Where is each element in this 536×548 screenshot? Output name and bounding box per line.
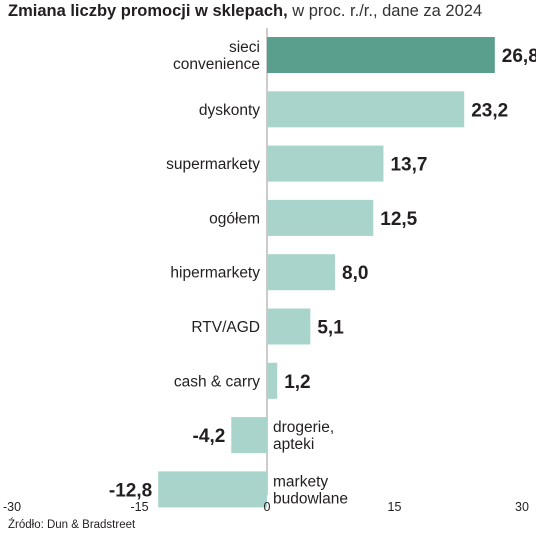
bar-0: [267, 37, 495, 73]
category-label-6: cash & carry: [174, 373, 260, 390]
category-label-line: apteki: [273, 436, 314, 453]
value-label-0: 26,8: [502, 46, 536, 67]
category-label-line: drogerie,: [273, 419, 334, 436]
category-label-8: markety budowlane: [273, 473, 348, 507]
bar-6: [267, 362, 278, 399]
bar-2: [267, 145, 384, 182]
x-tick-label-1: -15: [130, 500, 148, 514]
category-label-line: cash & carry: [174, 373, 260, 390]
x-tick-label-3: 15: [388, 500, 402, 514]
category-label-line: sieci: [229, 39, 260, 56]
bar-1: [267, 91, 465, 128]
x-tick-label-0: -30: [3, 500, 21, 514]
value-label-5: 5,1: [317, 318, 344, 339]
bar-5: [267, 308, 311, 345]
chart-title-subtitle: w proc. r./r., dane za 2024: [287, 2, 483, 20]
value-label-6: 1,2: [284, 372, 310, 393]
value-label-4: 8,0: [342, 263, 368, 284]
bar-3: [267, 199, 374, 236]
chart-title-bold: Zmiana liczby promocji w sklepach,: [8, 2, 288, 20]
category-label-line: hipermarkety: [170, 265, 260, 282]
category-label-5: RTV/AGD: [191, 319, 260, 336]
category-label-2: supermarkety: [166, 156, 260, 173]
category-label-line: ogółem: [209, 210, 260, 227]
bar-8: [158, 471, 267, 508]
value-label-7: -4,2: [193, 426, 226, 447]
x-tick-label-2: 0: [264, 500, 271, 514]
category-label-3: ogółem: [209, 210, 260, 227]
bar-4: [267, 254, 335, 291]
chart-title: Zmiana liczby promocji w sklepach, w pro…: [8, 2, 482, 21]
category-label-line: markety: [273, 473, 328, 490]
value-label-2: 13,7: [390, 155, 427, 176]
category-label-line: convenience: [173, 56, 260, 73]
category-label-line: RTV/AGD: [191, 319, 260, 336]
category-label-line: budowlane: [273, 490, 348, 507]
category-label-line: dyskonty: [199, 102, 260, 119]
category-label-line: supermarkety: [166, 156, 260, 173]
category-label-0: sieci convenience: [173, 39, 260, 73]
x-tick-label-4: 30: [515, 500, 529, 514]
value-label-8: -12,8: [109, 480, 152, 501]
value-label-1: 23,2: [471, 100, 508, 121]
category-label-7: drogerie, apteki: [273, 419, 334, 453]
category-label-4: hipermarkety: [170, 265, 260, 282]
bar-7: [231, 417, 267, 454]
category-label-1: dyskonty: [199, 102, 260, 119]
value-label-3: 12,5: [380, 209, 417, 230]
source-note: Źródło: Dun & Bradstreet: [8, 519, 136, 531]
